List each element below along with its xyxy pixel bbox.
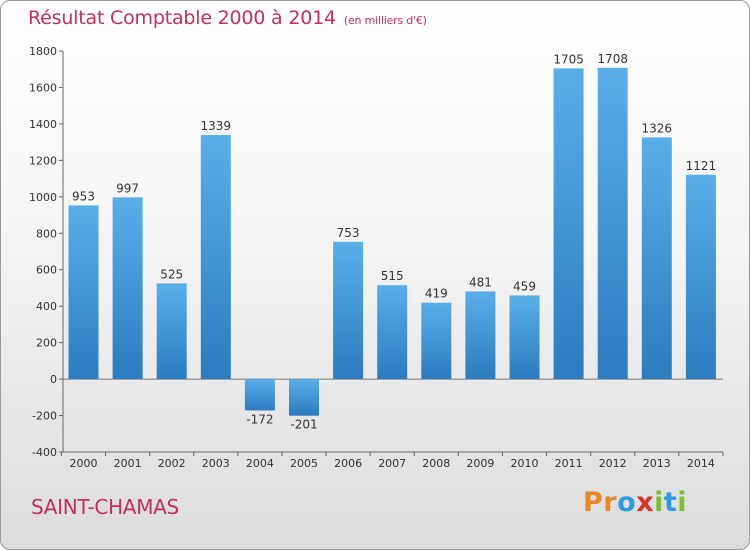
bar bbox=[112, 197, 143, 380]
bar bbox=[244, 379, 275, 411]
x-tick-label: 2007 bbox=[378, 457, 406, 470]
logo-letter: t bbox=[663, 487, 678, 518]
x-tick-label: 2014 bbox=[687, 457, 715, 470]
chart-title: Résultat Comptable 2000 à 2014 (en millie… bbox=[28, 7, 427, 29]
bar bbox=[641, 137, 672, 380]
y-tick-label: -200 bbox=[32, 410, 57, 423]
logo-letter: P bbox=[583, 487, 604, 518]
bar bbox=[68, 205, 99, 380]
logo-letter: i bbox=[677, 487, 688, 518]
y-tick-label: 0 bbox=[50, 373, 57, 386]
proxiti-logo[interactable]: Proxiti bbox=[583, 487, 687, 518]
bar-value-label: 525 bbox=[160, 267, 183, 281]
bar-value-label: 953 bbox=[72, 189, 95, 203]
bar-value-label: 1121 bbox=[686, 159, 717, 173]
logo-letter: i bbox=[654, 487, 664, 518]
y-tick-label: 1400 bbox=[29, 118, 57, 131]
bar-value-label: 1326 bbox=[642, 121, 673, 135]
bar-value-label: -172 bbox=[246, 412, 273, 426]
x-tick-label: 2006 bbox=[334, 457, 362, 470]
bar-value-label: 997 bbox=[116, 181, 139, 195]
bar bbox=[377, 285, 408, 380]
x-tick-label: 2004 bbox=[246, 457, 274, 470]
chart-title-text: Résultat Comptable 2000 à 2014 bbox=[28, 7, 336, 29]
bar-value-label: 419 bbox=[425, 287, 448, 301]
y-tick-label: 200 bbox=[36, 337, 57, 350]
y-tick-label: 600 bbox=[36, 264, 57, 277]
y-tick-label: 800 bbox=[36, 227, 57, 240]
bar bbox=[685, 174, 716, 380]
bar-value-label: 1339 bbox=[201, 119, 232, 133]
bar-value-label: 1705 bbox=[553, 52, 584, 66]
y-tick-label: 1800 bbox=[29, 45, 57, 58]
chart-subtitle: (en milliers d'€) bbox=[343, 14, 427, 27]
bar bbox=[156, 283, 187, 380]
bar bbox=[289, 379, 319, 416]
bar-value-label: -201 bbox=[290, 418, 317, 432]
x-tick-label: 2002 bbox=[158, 457, 186, 470]
x-tick-label: 2010 bbox=[511, 457, 539, 470]
bar bbox=[200, 135, 231, 380]
x-tick-label: 2013 bbox=[643, 457, 671, 470]
x-tick-label: 2001 bbox=[114, 457, 142, 470]
x-tick-label: 2005 bbox=[290, 457, 318, 470]
bar-value-label: 481 bbox=[469, 275, 492, 289]
x-tick-label: 2012 bbox=[599, 457, 627, 470]
chart-bars bbox=[68, 67, 716, 416]
bar-value-label: 753 bbox=[337, 226, 360, 240]
logo-letter: r bbox=[603, 487, 618, 518]
y-tick-label: 1600 bbox=[29, 81, 57, 94]
x-tick-label: 2008 bbox=[422, 457, 450, 470]
y-tick-label: 1200 bbox=[29, 154, 57, 167]
bar bbox=[509, 295, 540, 380]
chart-data-labels: 953 997 525 1339 -172 -201 753 515 419 481 459 1705… bbox=[72, 52, 716, 432]
x-tick-label: 2011 bbox=[555, 457, 583, 470]
bar bbox=[333, 241, 364, 380]
bar bbox=[465, 291, 496, 380]
logo-letter: o bbox=[617, 487, 637, 518]
bar bbox=[421, 302, 452, 380]
bar-value-label: 515 bbox=[381, 269, 404, 283]
x-tick-label: 2003 bbox=[202, 457, 230, 470]
commune-name: SAINT-CHAMAS bbox=[31, 495, 179, 519]
y-tick-label: 400 bbox=[36, 300, 57, 313]
bar bbox=[597, 67, 628, 380]
logo-letter: x bbox=[636, 487, 655, 518]
bar-value-label: 1708 bbox=[597, 52, 628, 66]
y-tick-label: -400 bbox=[32, 446, 57, 459]
bar bbox=[553, 68, 584, 380]
x-tick-label: 2009 bbox=[466, 457, 494, 470]
y-tick-label: 1000 bbox=[29, 191, 57, 204]
bar-value-label: 459 bbox=[513, 279, 536, 293]
x-tick-label: 2000 bbox=[70, 457, 98, 470]
